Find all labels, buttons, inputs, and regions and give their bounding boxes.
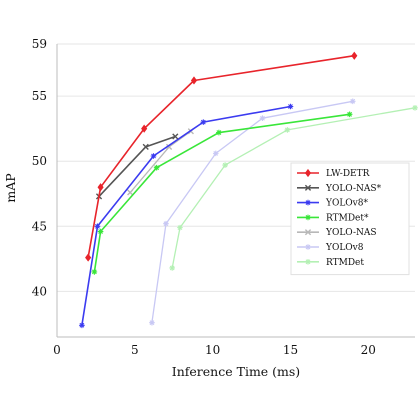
data-point <box>190 76 198 85</box>
data-point <box>172 133 179 140</box>
legend-swatch-marker <box>305 259 311 265</box>
x-tick-label: 10 <box>205 343 220 357</box>
x-tick-label: 5 <box>131 343 139 357</box>
legend-swatch-marker <box>305 214 311 221</box>
data-point <box>259 115 266 122</box>
data-point <box>91 269 98 275</box>
data-point <box>351 51 358 60</box>
data-point <box>150 153 157 159</box>
series-rtmdet <box>169 105 418 271</box>
data-point <box>222 162 228 168</box>
data-point <box>349 98 356 105</box>
y-tick-label: 45 <box>32 219 47 233</box>
x-tick-label: 0 <box>53 343 61 357</box>
data-point <box>149 319 155 326</box>
y-tick-label: 55 <box>32 89 47 103</box>
data-point <box>212 150 219 157</box>
legend-item: YOLOv8* <box>297 199 368 209</box>
legend-swatch-marker <box>304 229 312 236</box>
legend-swatch-marker <box>304 168 312 178</box>
y-tick-label: 50 <box>32 154 47 168</box>
axes <box>56 44 415 338</box>
data-point <box>169 265 175 271</box>
legend-swatch-marker <box>305 244 311 250</box>
gridlines <box>57 43 415 292</box>
y-tick-label: 59 <box>32 37 47 51</box>
data-point <box>346 111 353 118</box>
x-tick-label: 15 <box>283 343 298 357</box>
data-point <box>163 220 169 227</box>
legend-label: YOLOv8 <box>325 243 364 253</box>
legend-item: RTMDet <box>297 258 364 268</box>
data-point <box>287 103 294 110</box>
data-point <box>177 224 183 231</box>
series-layer <box>79 51 418 329</box>
data-point <box>127 189 134 196</box>
legend-item: YOLO-NAS <box>297 228 377 238</box>
series-rtmdet- <box>91 111 353 275</box>
y-tick-label: 40 <box>32 284 47 298</box>
data-point <box>141 124 148 133</box>
legend-label: YOLO-NAS* <box>325 184 382 194</box>
series-yolov8- <box>79 103 294 329</box>
legend-label: YOLO-NAS <box>325 228 377 238</box>
data-point <box>216 129 222 136</box>
legend: LW-DETR YOLO-NAS* YOLOv8* RTMDet* YOLO-NAS YO… <box>290 162 410 276</box>
legend-item: LW-DETR <box>297 168 370 179</box>
legend-item: YOLOv8 <box>297 243 364 253</box>
legend-item: RTMDet* <box>297 213 369 223</box>
legend-box <box>290 162 410 276</box>
x-tick-label: 20 <box>361 343 376 357</box>
data-point <box>79 322 85 329</box>
y-axis-title: mAP <box>3 173 18 202</box>
data-point <box>94 223 101 230</box>
data-point <box>142 143 149 150</box>
data-point <box>97 228 104 235</box>
x-axis-title: Inference Time (ms) <box>172 364 300 379</box>
tick-labels: 0 5 10 15 20 40 45 50 55 59 <box>32 37 376 357</box>
legend-item: YOLO-NAS* <box>297 184 382 194</box>
data-point <box>412 105 418 111</box>
data-point <box>153 164 160 171</box>
legend-swatch-marker <box>305 199 311 206</box>
legend-label: LW-DETR <box>326 169 370 179</box>
data-point <box>85 253 92 262</box>
legend-label: RTMDet <box>326 258 364 268</box>
series-lw-detr <box>85 51 358 262</box>
data-point <box>97 183 104 192</box>
data-point <box>284 127 291 133</box>
legend-label: YOLOv8* <box>325 199 368 209</box>
data-point <box>200 119 207 125</box>
series-yolov8 <box>149 98 356 326</box>
legend-label: RTMDet* <box>326 213 369 223</box>
legend-swatch-marker <box>304 184 312 191</box>
